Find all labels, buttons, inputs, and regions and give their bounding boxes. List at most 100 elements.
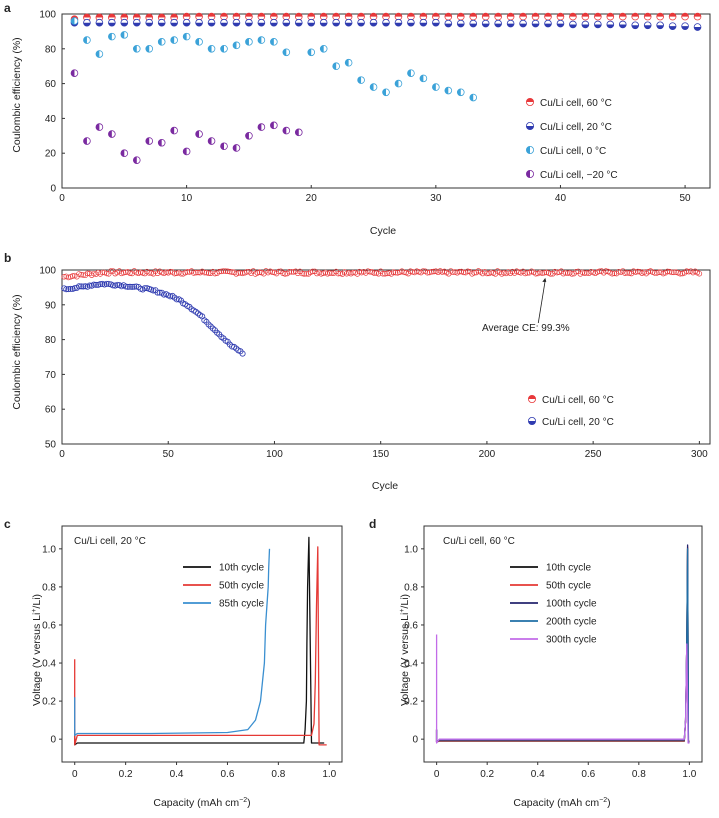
panel-a-point bbox=[531, 19, 540, 28]
panel-a-point bbox=[132, 156, 141, 164]
panel-b-point-60c bbox=[120, 269, 127, 276]
panel-a-point bbox=[245, 38, 253, 46]
panel-a-point bbox=[232, 144, 241, 152]
panel-a-point bbox=[668, 22, 677, 30]
panel-b-point-20c bbox=[167, 293, 174, 300]
panel-c-ytick-label: 0.8 bbox=[42, 582, 56, 593]
panel-d-chart: 0 0.2 0.4 0.6 0.8 1.0 0 0.2 0.4 0.6 0.8 1.0 10th cyc… bbox=[404, 525, 703, 780]
panel-c-ytick-label: 0.6 bbox=[42, 620, 56, 631]
panel-b-point-60c bbox=[609, 270, 616, 277]
panel-b-point-60c bbox=[335, 270, 341, 277]
panel-b-point-20c bbox=[122, 283, 129, 290]
panel-c-series-line bbox=[74, 536, 325, 746]
panel-a-point bbox=[506, 12, 515, 21]
panel-a-point bbox=[643, 12, 652, 21]
panel-a-point bbox=[245, 18, 253, 27]
panel-a-point bbox=[668, 12, 677, 21]
panel-a-point bbox=[444, 86, 453, 95]
panel-a-point bbox=[419, 12, 428, 21]
panel-b-point-60c bbox=[326, 270, 333, 276]
panel-b-point-60c bbox=[320, 270, 327, 276]
panel-a-point bbox=[307, 12, 316, 21]
panel-b-point-60c bbox=[237, 270, 244, 276]
panel-b-point-60c bbox=[671, 269, 677, 276]
panel-b-point-60c bbox=[163, 269, 169, 275]
panel-b-point-60c bbox=[203, 269, 210, 276]
panel-b-point-60c bbox=[686, 268, 692, 275]
panel-a-point bbox=[494, 19, 502, 28]
panel-b-point-60c bbox=[522, 270, 528, 277]
panel-b-point-20c bbox=[173, 296, 180, 303]
panel-a-xtick-label: 10 bbox=[181, 193, 193, 204]
panel-b-point-60c bbox=[569, 271, 575, 277]
panel-a-point bbox=[456, 19, 465, 28]
panel-a-point bbox=[681, 12, 689, 21]
panel-b-point-60c bbox=[624, 270, 630, 276]
panel-c-xtick-label: 0.2 bbox=[119, 769, 133, 780]
panel-b-point-60c bbox=[632, 269, 639, 275]
panel-a-point bbox=[469, 93, 478, 102]
panel-a-point bbox=[419, 74, 428, 83]
panel-b-point-60c bbox=[409, 269, 416, 275]
panel-a-xlabel: Cycle bbox=[370, 225, 396, 237]
panel-a-point bbox=[270, 121, 278, 130]
panel-c-letter: c bbox=[4, 517, 11, 531]
panel-a-point bbox=[195, 12, 203, 21]
panel-c-ytick-label: 0.2 bbox=[42, 697, 56, 708]
panel-a-xtick-label: 20 bbox=[306, 193, 318, 204]
panel-b-point-20c bbox=[63, 286, 70, 293]
panel-a-point bbox=[456, 12, 465, 21]
panel-b-ytick-label: 80 bbox=[45, 335, 57, 346]
panel-d-legend-label: 100th cycle bbox=[546, 599, 597, 610]
panel-b-annotation-arrowhead bbox=[542, 277, 547, 282]
panel-b-legend-label: Cu/Li cell, 20 °C bbox=[542, 417, 614, 428]
panel-b-point-60c bbox=[392, 269, 399, 276]
panel-b-point-20c bbox=[114, 281, 121, 288]
panel-b-letter: b bbox=[4, 251, 11, 265]
panel-b-point-60c bbox=[450, 269, 456, 276]
panel-b-xlabel: Cycle bbox=[372, 480, 398, 492]
panel-a-point bbox=[220, 142, 228, 151]
panel-a-point bbox=[344, 58, 353, 67]
panel-a-point bbox=[282, 18, 291, 27]
panel-b-point-60c bbox=[216, 268, 222, 275]
panel-b-point-60c bbox=[99, 269, 106, 276]
panel-a-legend-label: Cu/Li cell, −20 °C bbox=[540, 170, 618, 181]
panel-a-point bbox=[357, 18, 365, 27]
panel-b-point-60c bbox=[581, 270, 588, 276]
panel-a-xtick-label: 30 bbox=[430, 193, 442, 204]
panel-a-point bbox=[120, 31, 129, 39]
panel-b-point-20c bbox=[109, 282, 116, 289]
panel-a-point bbox=[270, 18, 278, 27]
panel-a-legend-marker bbox=[526, 122, 535, 131]
panel-a-ytick-label: 60 bbox=[45, 79, 57, 90]
panel-a-point bbox=[569, 12, 577, 21]
panel-a-point bbox=[432, 83, 440, 91]
panel-b-point-60c bbox=[195, 269, 201, 276]
panel-b-point-60c bbox=[78, 271, 84, 278]
panel-a-point bbox=[357, 76, 365, 84]
panel-d-ytick-label: 0.4 bbox=[404, 659, 418, 670]
panel-b-point-60c bbox=[564, 270, 571, 277]
panel-b-point-60c bbox=[91, 270, 97, 277]
panel-b-point-60c bbox=[146, 270, 152, 276]
panel-c-frame bbox=[61, 525, 343, 763]
panel-a-point bbox=[145, 44, 154, 53]
panel-b-point-20c bbox=[207, 323, 214, 330]
panel-a-point bbox=[469, 19, 478, 28]
panel-b-point-60c bbox=[218, 268, 225, 275]
panel-b-point-60c bbox=[103, 270, 110, 277]
panel-b-point-60c bbox=[664, 268, 671, 275]
panel-b-xtick-label: 150 bbox=[372, 449, 389, 460]
panel-a-point bbox=[294, 18, 303, 27]
panel-b-point-60c bbox=[190, 270, 197, 276]
panel-a-ytick-label: 0 bbox=[50, 184, 56, 195]
panel-a-point bbox=[95, 18, 104, 27]
panel-a-point bbox=[195, 18, 203, 27]
panel-a-point bbox=[207, 18, 216, 27]
panel-b-point-20c bbox=[205, 321, 212, 328]
panel-c-ylabel: Voltage (V versus Li+/Li) bbox=[31, 594, 43, 706]
panel-c-ytick-label: 1.0 bbox=[42, 544, 56, 555]
panel-a-point bbox=[207, 44, 216, 53]
